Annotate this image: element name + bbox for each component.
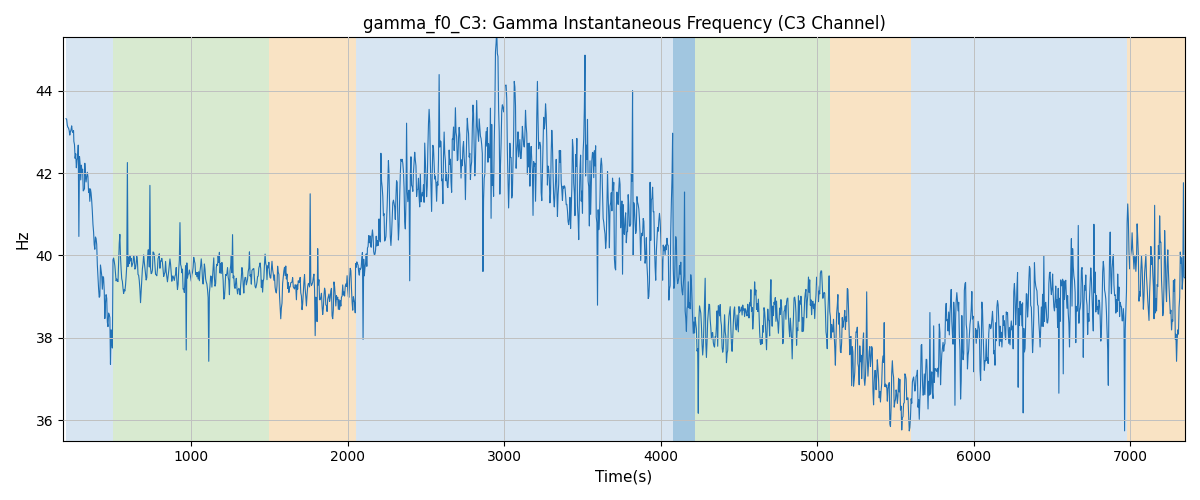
X-axis label: Time(s): Time(s) — [595, 470, 653, 485]
Bar — [66, 38, 113, 440]
Bar — [113, 38, 270, 440]
Bar — [829, 38, 911, 440]
Title: gamma_f0_C3: Gamma Instantaneous Frequency (C3 Channel): gamma_f0_C3: Gamma Instantaneous Frequen… — [362, 15, 886, 34]
Y-axis label: Hz: Hz — [16, 230, 30, 249]
Bar — [673, 38, 695, 440]
Bar — [1127, 38, 1186, 440]
Bar — [695, 38, 829, 440]
Bar — [355, 38, 673, 440]
Bar — [911, 38, 1127, 440]
Bar — [270, 38, 355, 440]
